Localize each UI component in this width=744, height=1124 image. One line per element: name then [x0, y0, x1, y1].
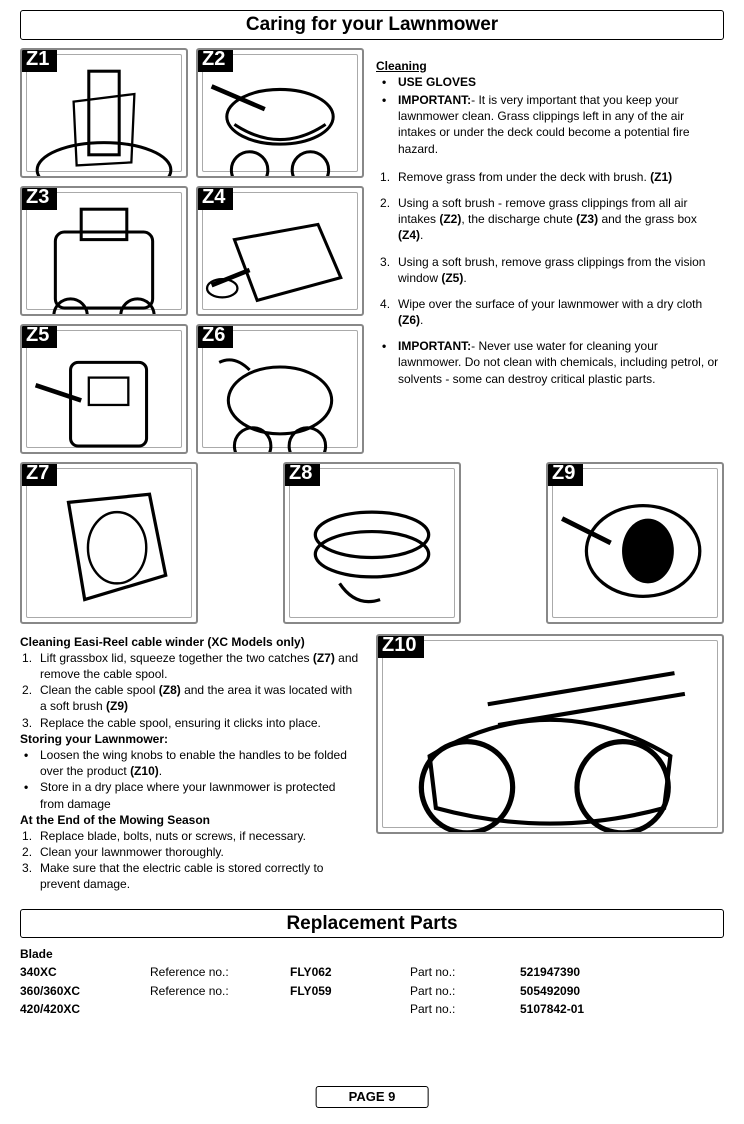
- store-2: Store in a dry place where your lawnmowe…: [20, 779, 360, 811]
- illustration-z5: [28, 332, 180, 454]
- part-label-1: Part no.:: [410, 964, 500, 980]
- ref-z8: (Z8): [159, 683, 181, 697]
- fig-z8: Z8: [283, 462, 461, 624]
- ref-label-2: Reference no.:: [150, 983, 270, 999]
- fig-label-z5: Z5: [20, 324, 57, 348]
- easi-2: Clean the cable spool (Z8) and the area …: [20, 682, 360, 714]
- fig-z9: Z9: [546, 462, 724, 624]
- section-title-parts: Replacement Parts: [20, 909, 724, 939]
- fig-label-z2: Z2: [196, 48, 233, 72]
- easi-3: Replace the cable spool, ensuring it cli…: [20, 715, 360, 731]
- fig-z4: Z4: [196, 186, 364, 316]
- heading-easi-reel: Cleaning Easi-Reel cable winder (XC Mode…: [20, 634, 360, 650]
- figure-grid-z1-z6: Z1 Z2 Z3 Z4 Z5 Z6: [20, 48, 364, 454]
- text-use-gloves: USE GLOVES: [398, 75, 476, 89]
- row-z10: Cleaning Easi-Reel cable winder (XC Mode…: [20, 634, 724, 893]
- fig-z2: Z2: [196, 48, 364, 178]
- illustration-z7: [28, 470, 190, 624]
- part-505492090: 505492090: [520, 983, 640, 999]
- bullet-use-gloves: USE GLOVES: [376, 74, 724, 90]
- easi-1: Lift grassbox lid, squeeze together the …: [20, 650, 360, 682]
- fig-z7: Z7: [20, 462, 198, 624]
- fig-label-z3: Z3: [20, 186, 57, 210]
- model-360: 360/360XC: [20, 983, 130, 999]
- fig-label-z4: Z4: [196, 186, 233, 210]
- text-s1: Remove grass from under the deck with br…: [398, 170, 650, 184]
- section-title-caring: Caring for your Lawnmower: [20, 10, 724, 40]
- part-5107842-01: 5107842-01: [520, 1001, 640, 1017]
- text-s3b: .: [463, 271, 466, 285]
- text-st1b: .: [159, 764, 162, 778]
- ref-fly059: FLY059: [290, 983, 390, 999]
- text-e2a: Clean the cable spool: [40, 683, 159, 697]
- illustration-z1: [28, 56, 180, 178]
- fig-label-z1: Z1: [20, 48, 57, 72]
- fig-z6: Z6: [196, 324, 364, 454]
- top-section: Z1 Z2 Z3 Z4 Z5 Z6 Cleaning USE GLOVES IM…: [20, 48, 724, 454]
- end-2: Clean your lawnmower thoroughly.: [20, 844, 360, 860]
- ref-z9: (Z9): [106, 699, 128, 713]
- illustration-z10: [384, 642, 716, 834]
- fig-z3: Z3: [20, 186, 188, 316]
- label-important: IMPORTANT:: [398, 93, 471, 107]
- label-important-2: IMPORTANT:: [398, 339, 471, 353]
- cleaning-text: Cleaning USE GLOVES IMPORTANT:- It is ve…: [376, 48, 724, 454]
- model-420: 420/420XC: [20, 1001, 130, 1017]
- ref-z5: (Z5): [441, 271, 463, 285]
- text-s2d: .: [420, 228, 423, 242]
- fig-label-z6: Z6: [196, 324, 233, 348]
- part-label-2: Part no.:: [410, 983, 500, 999]
- ref-label-1: Reference no.:: [150, 964, 270, 980]
- heading-end-season: At the End of the Mowing Season: [20, 812, 360, 828]
- ref-z10: (Z10): [130, 764, 159, 778]
- fig-label-z10: Z10: [376, 634, 424, 658]
- ref-z4: (Z4): [398, 228, 420, 242]
- bullet-important-1: IMPORTANT:- It is very important that yo…: [376, 92, 724, 157]
- part-521947390: 521947390: [520, 964, 640, 980]
- text-e1a: Lift grassbox lid, squeeze together the …: [40, 651, 313, 665]
- model-340xc: 340XC: [20, 964, 130, 980]
- figure-row-z7-z9: Z7 Z8 Z9: [20, 462, 724, 624]
- fig-label-z7: Z7: [20, 462, 57, 486]
- page-number: PAGE 9: [316, 1086, 429, 1108]
- illustration-z8: [291, 470, 453, 624]
- end-3: Make sure that the electric cable is sto…: [20, 860, 360, 892]
- fig-z10: Z10: [376, 634, 724, 834]
- text-s4b: .: [420, 313, 423, 327]
- heading-storing: Storing your Lawnmower:: [20, 731, 360, 747]
- ref-fly062: FLY062: [290, 964, 390, 980]
- bullet-important-2: IMPORTANT:- Never use water for cleaning…: [376, 338, 724, 387]
- illustration-z3: [28, 194, 180, 316]
- part-label-3: Part no.:: [410, 1001, 500, 1017]
- end-1: Replace blade, bolts, nuts or screws, if…: [20, 828, 360, 844]
- heading-cleaning: Cleaning: [376, 58, 724, 74]
- ref-z6: (Z6): [398, 313, 420, 327]
- step-4: Wipe over the surface of your lawnmower …: [376, 296, 724, 328]
- text-s4a: Wipe over the surface of your lawnmower …: [398, 297, 702, 311]
- text-s2c: and the grass box: [598, 212, 697, 226]
- text-s2b: , the discharge chute: [461, 212, 576, 226]
- illustration-z9: [554, 470, 716, 624]
- ref-z1: (Z1): [650, 170, 672, 184]
- illustration-z6: [204, 332, 356, 454]
- parts-table: Blade 340XC Reference no.: FLY062 Part n…: [20, 946, 724, 1017]
- fig-label-z9: Z9: [546, 462, 583, 486]
- parts-blade-label: Blade: [20, 946, 130, 962]
- ref-z7: (Z7): [313, 651, 335, 665]
- text-st1a: Loosen the wing knobs to enable the hand…: [40, 748, 347, 778]
- step-1: Remove grass from under the deck with br…: [376, 169, 724, 185]
- step-2: Using a soft brush - remove grass clippi…: [376, 195, 724, 244]
- fig-z1: Z1: [20, 48, 188, 178]
- ref-z2: (Z2): [439, 212, 461, 226]
- fig-z5: Z5: [20, 324, 188, 454]
- illustration-z4: [204, 194, 356, 316]
- ref-z3: (Z3): [576, 212, 598, 226]
- store-1: Loosen the wing knobs to enable the hand…: [20, 747, 360, 779]
- lower-text-column: Cleaning Easi-Reel cable winder (XC Mode…: [20, 634, 360, 893]
- illustration-z2: [204, 56, 356, 178]
- step-3: Using a soft brush, remove grass clippin…: [376, 254, 724, 286]
- fig-label-z8: Z8: [283, 462, 320, 486]
